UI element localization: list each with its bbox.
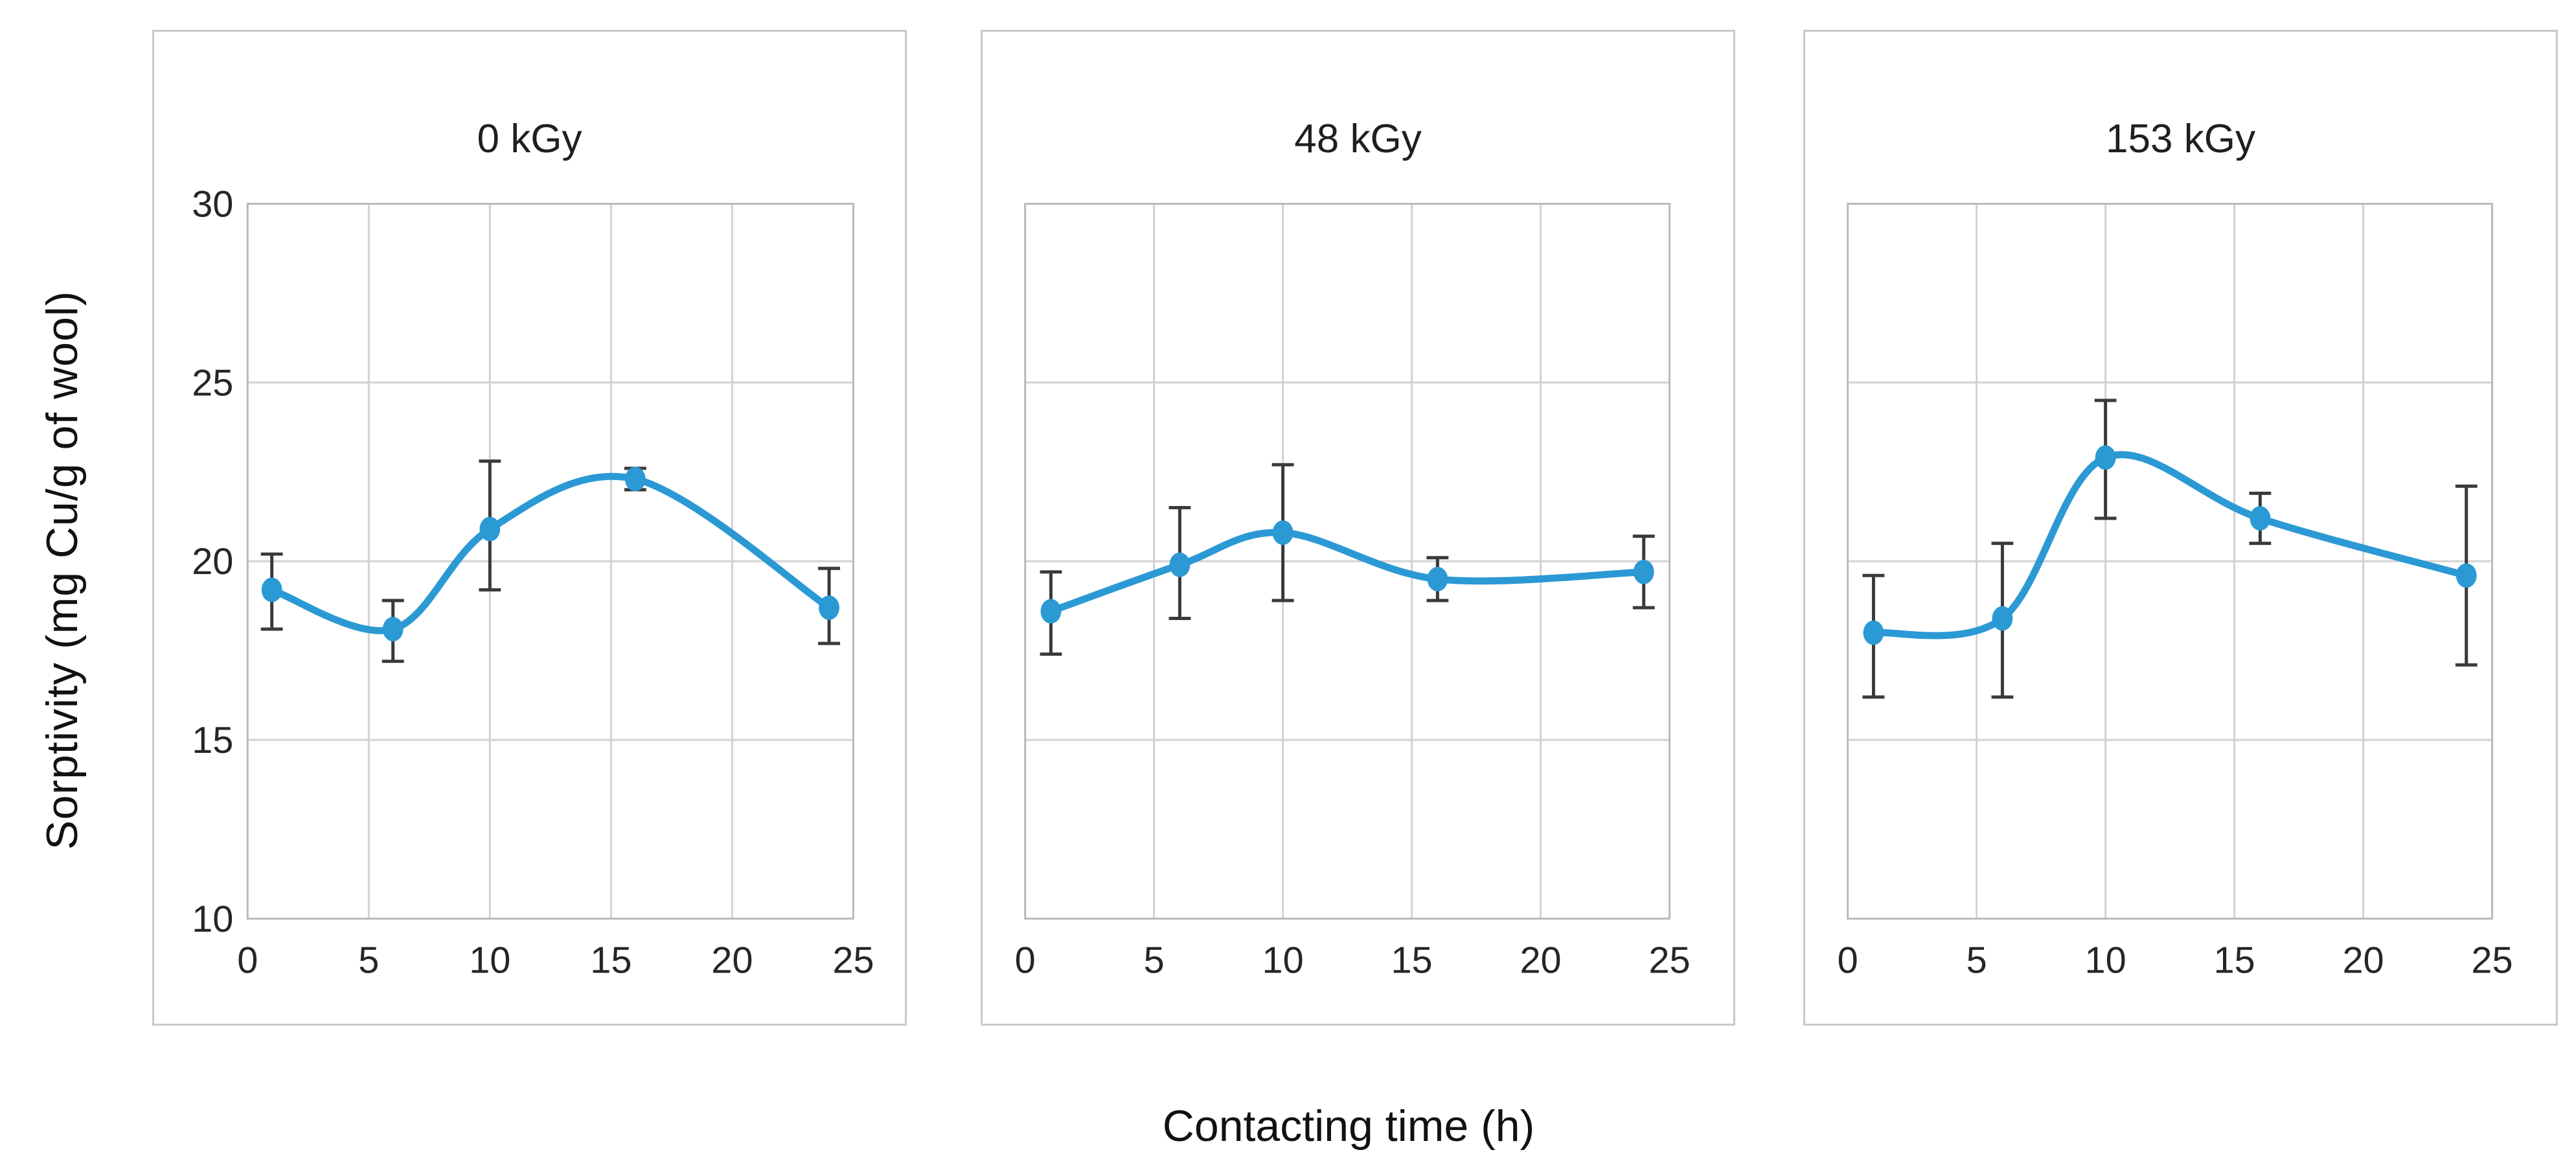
data-point-marker — [382, 617, 404, 641]
x-tick-label: 25 — [832, 939, 874, 981]
x-tick-label: 5 — [358, 939, 379, 981]
panel-153kgy: 153 kGy 0 5 10 15 20 25 — [1803, 30, 2558, 1026]
series-line — [1869, 451, 2470, 639]
data-point-marker — [624, 466, 646, 492]
plot-border — [246, 203, 854, 920]
plot-area-svg: 0 5 10 15 20 25 — [1015, 203, 1691, 981]
x-tick-label: 5 — [1144, 939, 1165, 981]
data-point-marker — [479, 516, 501, 542]
data-point-marker — [2250, 506, 2271, 531]
x-tick-label: 20 — [1520, 939, 1561, 981]
x-tick-label: 0 — [1015, 939, 1036, 981]
plot-border — [1847, 203, 2494, 920]
x-tick-label: 15 — [2213, 939, 2255, 981]
panel-48kgy: 48 kGy 0 5 10 15 20 25 — [981, 30, 1735, 1026]
x-tick-label: 20 — [711, 939, 753, 981]
data-point-marker — [1169, 552, 1191, 577]
data-point-marker — [1633, 559, 1654, 584]
data-point-marker — [1040, 599, 1062, 624]
series-line — [1047, 529, 1648, 615]
y-tick-label: 10 — [192, 899, 233, 940]
x-tick-label: 25 — [2471, 939, 2513, 981]
x-tick-label: 10 — [469, 939, 510, 981]
plot-area-svg: 0 5 10 15 20 25 — [1838, 203, 2513, 981]
y-tick-label: 25 — [192, 362, 233, 404]
x-tick-label: 20 — [2342, 939, 2384, 981]
data-point-marker — [2095, 445, 2116, 470]
series-line — [268, 472, 833, 634]
x-tick-label: 0 — [1838, 939, 1858, 981]
x-tick-label: 10 — [2085, 939, 2126, 981]
x-axis-label: Contacting time (h) — [1162, 1101, 1535, 1151]
y-axis-label: Sorptivity (mg Cu/g of wool) — [38, 290, 87, 850]
y-tick-label: 15 — [192, 720, 233, 761]
x-tick-label: 5 — [1966, 939, 1987, 981]
panel-title: 0 kGy — [477, 117, 582, 161]
y-tick-label: 30 — [192, 183, 233, 225]
panel-title: 153 kGy — [2106, 117, 2255, 161]
data-point-marker — [261, 577, 282, 603]
x-tick-label: 10 — [1262, 939, 1304, 981]
data-point-marker — [819, 595, 839, 620]
data-point-marker — [1427, 566, 1448, 592]
x-tick-label: 15 — [1391, 939, 1432, 981]
plot-border — [1024, 203, 1671, 920]
x-tick-label: 15 — [590, 939, 632, 981]
panel-0kgy: 0 kGy 0 5 10 15 20 25 30 25 20 15 10 — [152, 30, 907, 1026]
y-tick-label: 20 — [192, 541, 233, 582]
plot-area-svg: 0 5 10 15 20 25 30 25 20 15 10 — [192, 183, 874, 981]
data-point-marker — [2456, 563, 2477, 588]
x-tick-label: 25 — [1648, 939, 1690, 981]
data-point-marker — [1863, 620, 1884, 645]
data-point-marker — [1272, 520, 1294, 546]
panel-title: 48 kGy — [1294, 117, 1422, 161]
x-tick-label: 0 — [237, 939, 258, 981]
data-point-marker — [1992, 606, 2013, 631]
